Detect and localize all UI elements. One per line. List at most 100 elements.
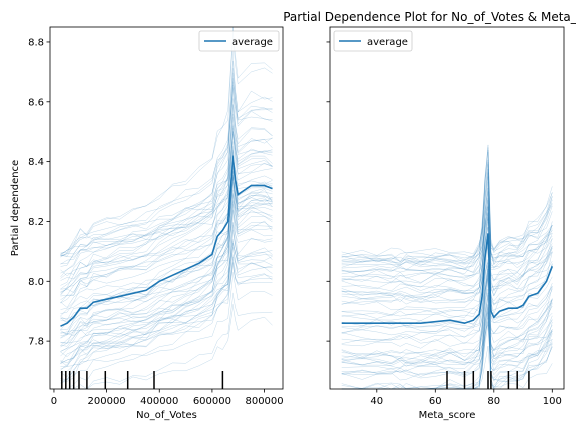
ice-line <box>60 171 273 346</box>
ice-line <box>341 149 553 263</box>
ice-line <box>60 262 273 358</box>
ice-line <box>60 151 273 381</box>
ice-line <box>60 84 273 310</box>
ice-line <box>60 209 273 324</box>
ice-line <box>341 322 553 374</box>
ice-line <box>341 212 553 278</box>
ice-line <box>60 256 273 370</box>
ice-line <box>341 268 553 362</box>
ice-line <box>341 213 553 300</box>
ice-line <box>60 87 273 256</box>
ice-line <box>60 170 273 352</box>
ice-line <box>60 159 273 290</box>
ice-line <box>341 324 553 390</box>
ice-line <box>60 124 273 347</box>
ice-line <box>341 227 553 296</box>
ice-line <box>60 131 273 297</box>
ice-line <box>341 173 553 270</box>
ice-line <box>341 259 553 342</box>
ice-line <box>341 205 553 268</box>
ice-line <box>60 72 273 286</box>
ice-line <box>60 243 273 338</box>
ice-line <box>341 219 553 288</box>
ice-line <box>60 222 273 378</box>
ice-line <box>341 262 553 327</box>
ice-line <box>60 104 273 296</box>
ice-line <box>341 159 553 261</box>
y-tick-label: 7.8 <box>28 337 44 348</box>
legend-right: average <box>333 30 413 52</box>
ice-line <box>60 68 273 303</box>
legend-label-right: average <box>367 37 408 48</box>
ice-line <box>341 147 553 262</box>
ice-line <box>341 298 553 359</box>
ice-line <box>341 176 553 300</box>
axes-frame-left <box>49 26 284 390</box>
ice-line <box>341 303 553 369</box>
ice-line <box>341 206 553 274</box>
ice-line <box>60 147 273 265</box>
y-tick-label: 8.6 <box>28 97 44 108</box>
x-tick-label: 800000 <box>245 396 283 407</box>
ice-line <box>341 191 553 317</box>
ice-line <box>341 144 553 275</box>
ice-line <box>60 247 273 344</box>
axis-ticks-left: 0 200000 400000 600000 800000 7.8 8.0 8.2 8.4 8.6… <box>28 37 284 407</box>
ice-line <box>341 292 553 390</box>
x-tick-label: 0 <box>51 396 57 407</box>
ice-line <box>341 275 553 349</box>
ice-line <box>341 181 553 305</box>
ice-line <box>341 266 553 366</box>
x-tick-label: 80 <box>487 396 500 407</box>
axes-frame-right <box>329 26 565 390</box>
ice-line <box>60 254 273 348</box>
ice-line <box>60 224 273 365</box>
ice-line <box>60 210 273 390</box>
ice-line <box>341 226 553 289</box>
ice-line <box>60 133 273 304</box>
legend-box-right <box>333 30 413 52</box>
ice-line <box>60 272 273 380</box>
y-axis-label: Partial dependence <box>10 160 21 256</box>
ice-line <box>341 199 553 321</box>
ice-line <box>60 182 273 321</box>
ice-line <box>341 269 553 341</box>
ice-line <box>60 222 273 317</box>
y-tick-label: 8.8 <box>28 37 44 48</box>
ice-line <box>341 171 553 263</box>
ice-line <box>341 190 553 284</box>
ice-line <box>60 98 273 290</box>
ice-line <box>341 272 553 376</box>
ice-line <box>341 265 553 332</box>
x-tick-label: 60 <box>429 396 442 407</box>
ice-line <box>341 277 553 345</box>
ice-line <box>341 212 553 266</box>
ice-line <box>341 216 553 265</box>
ice-line <box>341 217 553 270</box>
x-axis-label-left: No_of_Votes <box>136 410 197 421</box>
y-tick-label: 8.4 <box>28 157 44 168</box>
axis-ticks-right: 40 60 80 100 <box>326 41 562 407</box>
left-panel: 0 200000 400000 600000 800000 7.8 8.0 8.2 8.4 8.6… <box>10 26 284 421</box>
ice-line <box>341 197 553 297</box>
ice-line <box>341 187 553 292</box>
ice-line <box>60 174 273 320</box>
ice-line <box>60 195 273 335</box>
ice-line <box>60 164 273 293</box>
ice-line <box>60 200 273 339</box>
chart-title: Partial Dependence Plot for No_of_Votes … <box>283 10 576 24</box>
ice-line <box>60 304 273 390</box>
ice-line <box>341 151 553 276</box>
ice-line <box>60 156 273 256</box>
ice-line <box>60 243 273 335</box>
x-tick-label: 40 <box>370 396 383 407</box>
rug-ticks-left <box>61 371 224 389</box>
ice-line <box>341 245 553 364</box>
ice-line <box>60 165 273 367</box>
ice-line <box>60 193 273 364</box>
ice-line <box>60 189 273 281</box>
ice-line <box>341 309 553 365</box>
ice-line <box>341 271 553 334</box>
